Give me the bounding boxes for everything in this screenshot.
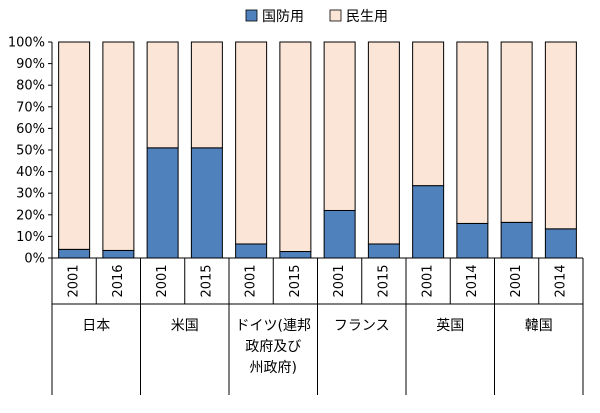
bar-2-12 [544,41,577,230]
bar-2-2 [102,41,135,251]
bar-1-8 [367,243,400,259]
x-category-label: 2015 [199,264,214,297]
x-category-label: 2001 [421,264,436,297]
bar-2-7 [323,41,356,211]
y-tick-label: 100% [8,36,45,51]
x-category-label: 2015 [376,264,391,297]
bar-2-9 [412,41,445,187]
y-axis: 0% 10% 20% 30% 40% 50% 60% 70% 80% 90% 100% [8,36,53,267]
legend-swatch-1 [245,9,258,22]
x-category-label: 2015 [288,264,303,297]
x-category-label: 2001 [155,264,170,297]
y-tick-label: 40% [16,165,45,180]
bar-2-11 [500,41,533,223]
bar-1-5 [235,243,268,259]
bar-1-11 [500,221,533,259]
x-group-label: ドイツ(連邦 [236,318,311,334]
y-tick-label: 30% [16,187,45,202]
x-group-label: 日本 [82,318,110,334]
x-category-label: 2001 [509,264,524,297]
x-category-label: 2014 [465,264,480,297]
bar-2-4 [190,41,223,149]
x-group-label: 韓国 [525,318,553,334]
bar-1-3 [146,147,179,259]
x-category-label: 2016 [111,264,126,297]
bar-2-1 [58,41,91,250]
x-group-label: 米国 [171,318,199,334]
y-tick-label: 10% [16,230,45,245]
y-tick-label: 50% [16,144,45,159]
legend-label-2: 民生用 [346,9,388,25]
bar-1-9 [412,185,445,259]
x-axis: 2001 2016 2001 2015 2001 2015 2001 2015 2001 2014… [51,257,584,395]
y-tick-label: 0% [24,252,45,267]
x-group-label: 州政府) [250,360,297,376]
legend: 国防用 民生用 [245,9,388,25]
bar-2-6 [279,41,312,253]
bars [58,41,577,259]
bar-2-5 [235,41,268,245]
x-category-label: 2014 [553,264,568,297]
x-group-label: 政府及び [245,339,301,355]
x-category-label: 2001 [332,264,347,297]
x-category-label: 2001 [244,264,259,297]
bar-1-4 [190,147,223,259]
y-tick-label: 20% [16,208,45,223]
bar-2-10 [456,41,489,224]
x-category-label: 2001 [67,264,82,297]
bar-1-2 [102,249,135,259]
bar-1-12 [544,228,577,259]
bar-2-3 [146,41,179,149]
bar-2-8 [367,41,400,245]
x-group-label: フランス [334,318,390,334]
y-tick-label: 90% [16,57,45,72]
bar-1-6 [279,251,312,259]
legend-label-1: 国防用 [262,9,304,25]
legend-swatch-2 [329,9,342,22]
x-group-label: 英国 [436,317,464,334]
y-tick-label: 70% [16,100,45,115]
bar-1-10 [456,222,489,259]
bar-1-1 [58,248,91,259]
y-tick-label: 60% [16,122,45,137]
bar-1-7 [323,209,356,259]
y-tick-label: 80% [16,79,45,94]
